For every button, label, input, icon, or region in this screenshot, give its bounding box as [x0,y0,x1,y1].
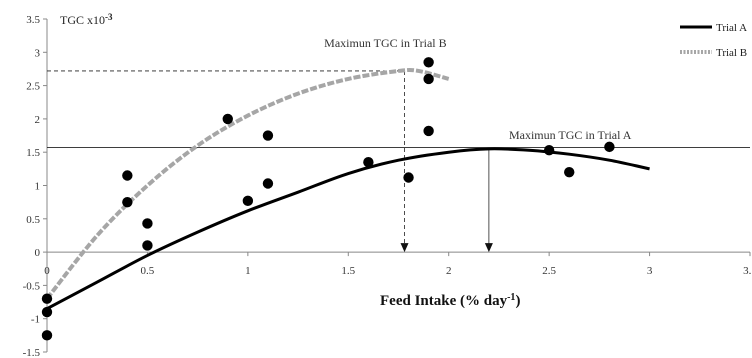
x-axis-label-base: Feed Intake (% day [380,293,508,309]
data-point-trial-b [122,196,133,208]
data-point-trial-a [41,330,53,341]
y-tick-label: 2 [35,114,41,126]
y-tick-label: -0.5 [23,280,41,292]
x-tick-label: 2 [446,265,452,277]
max-annotation-label: Maximun TGC in Trial A [509,128,632,142]
data-points [41,57,615,341]
trend-lines [45,67,650,311]
y-tick-label: -1.5 [23,347,41,358]
max-arrow-head [400,243,409,253]
y-tick-label: 3.5 [26,14,40,26]
max-arrow-head [484,243,493,253]
data-point-trial-b [423,57,434,68]
y-tick-label: 1 [35,181,41,193]
max-annotation-label: Maximun TGC in Trial B [324,36,446,50]
y-tick-label: 0.5 [26,214,40,226]
data-point-trial-b [423,73,434,85]
data-point-trial-a [543,145,555,156]
data-point-trial-a [363,156,374,168]
data-point-trial-a [564,166,575,178]
y-tick-label: 3 [35,47,41,59]
data-point-trial-b [122,170,133,181]
y-axis-label: TGC x10-3 [60,12,113,27]
y-axis-label-base: TGC x10 [60,13,105,27]
tick-labels: -1.5-1-0.500.511.522.533.50 0.5 1 1.5 2 2.5 3 3… [23,14,752,358]
data-point-trial-b [222,113,233,125]
y-tick-label: 0 [35,247,41,259]
x-tick-label: 3 [647,265,653,277]
x-tick-label: 0 [44,265,50,277]
x-tick-label: 2.5 [542,265,556,277]
data-point-trial-a [142,218,153,229]
legend-label-trial-a: Trial A [716,22,747,34]
data-point-trial-a [262,178,274,189]
x-tick-label: 0.5 [141,265,155,277]
trend-line-trial-b [45,67,450,300]
legend: Trial A Trial B [680,22,747,59]
data-point-trial-a [142,240,153,251]
x-axis-label-exponent: -1 [507,292,515,303]
data-point-trial-b [262,130,274,141]
data-point-trial-a [242,195,254,207]
data-point-trial-a [41,306,53,318]
x-tick-label: 3.5 [743,265,752,277]
annotations: Maximun TGC in Trial B Maximun TGC in Tri… [47,36,750,253]
data-point-trial-b [423,125,434,137]
y-tick-label: -1 [31,314,40,326]
x-tick-label: 1 [245,265,251,277]
legend-label-trial-b: Trial B [716,47,747,59]
y-axis-label-exponent: -3 [105,12,113,22]
data-point-trial-b [41,293,53,304]
y-tick-label: 1.5 [26,147,40,159]
data-point-trial-a [604,141,615,153]
x-axis-label: Feed Intake (% day-1) [380,292,520,309]
y-tick-label: 2.5 [26,81,40,93]
data-point-trial-a [403,172,414,183]
trend-line-trial-a [46,147,650,311]
x-axis-label-suffix: ) [515,293,520,309]
x-tick-label: 1.5 [341,265,355,277]
